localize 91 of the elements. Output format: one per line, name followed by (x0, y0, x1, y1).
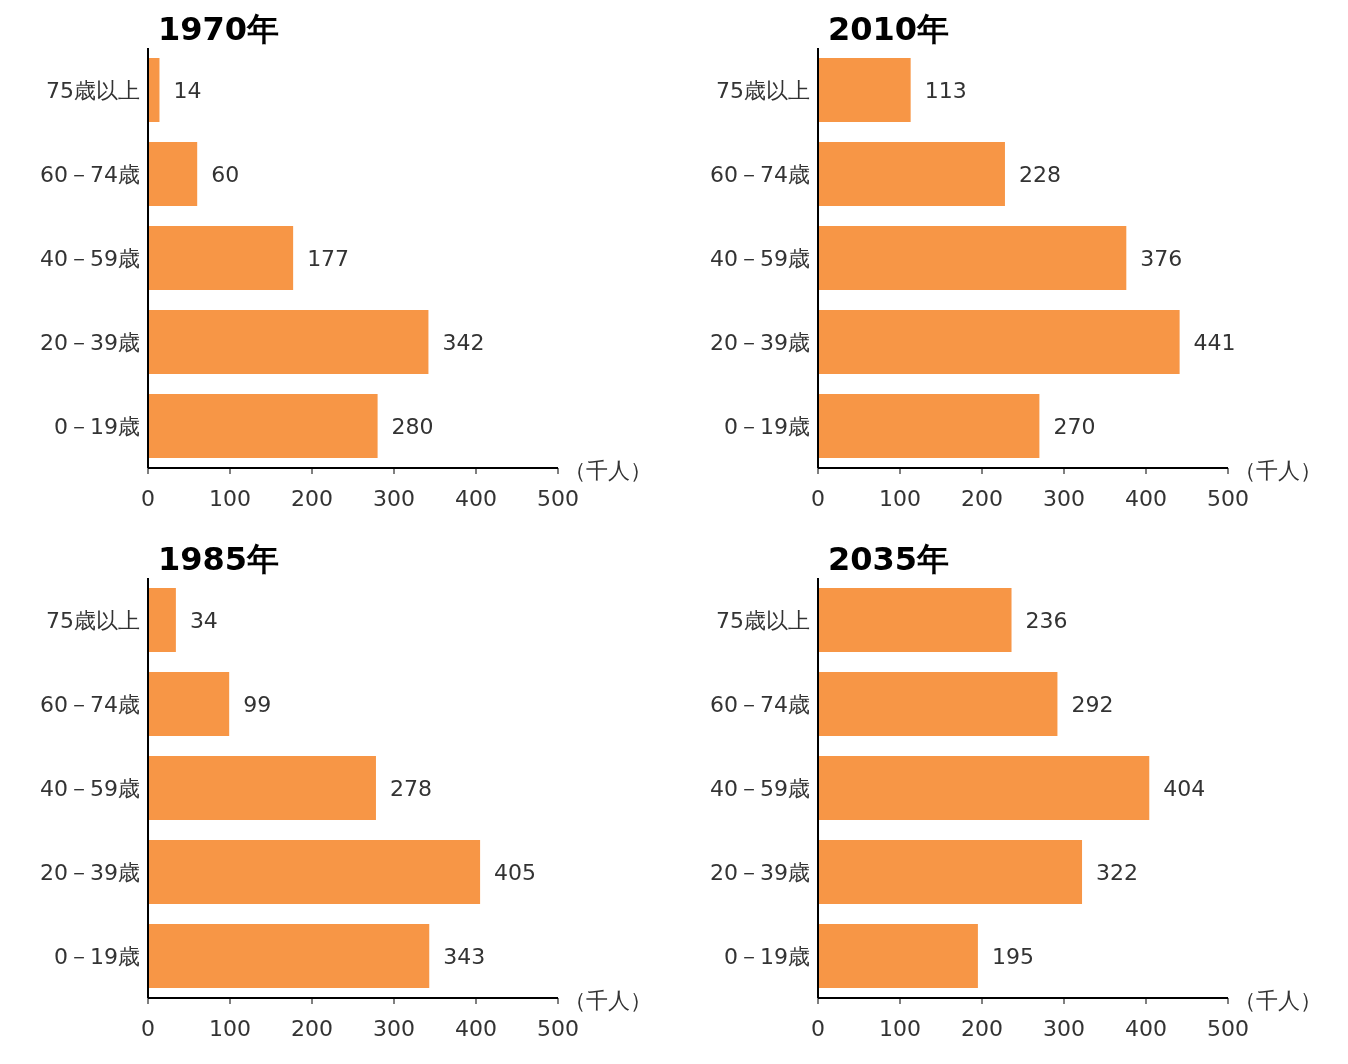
data-label: 322 (1096, 859, 1139, 885)
x-tick-label: 200 (291, 485, 333, 511)
x-tick-label: 200 (291, 1015, 333, 1041)
y-tick-label: 75歳以上 (46, 77, 140, 103)
x-axis-title: （千人） (1234, 457, 1322, 485)
y-tick-label: 60－74歳 (710, 161, 810, 187)
x-tick-label: 500 (537, 1015, 579, 1041)
y-tick-label: 20－39歳 (40, 329, 140, 355)
data-label: 343 (443, 943, 486, 969)
bar (818, 142, 1005, 206)
x-tick-label: 200 (961, 485, 1003, 511)
data-label: 14 (173, 77, 202, 103)
x-tick-label: 0 (811, 1015, 825, 1041)
x-tick-label: 300 (1043, 485, 1085, 511)
bar (818, 58, 911, 122)
data-label: 404 (1163, 775, 1206, 801)
bar (818, 310, 1180, 374)
x-tick-label: 0 (141, 1015, 155, 1041)
bar (818, 394, 1040, 458)
bar (148, 756, 376, 820)
data-label: 195 (991, 943, 1034, 969)
bar (818, 672, 1058, 736)
bar (818, 924, 978, 988)
y-tick-label: 40－59歳 (40, 775, 140, 801)
x-tick-label: 200 (961, 1015, 1003, 1041)
y-tick-label: 0－19歳 (724, 413, 810, 439)
bar (148, 840, 481, 904)
data-label: 99 (243, 691, 272, 717)
x-tick-label: 400 (455, 1015, 497, 1041)
x-tick-label: 300 (1043, 1015, 1085, 1041)
x-tick-label: 500 (537, 485, 579, 511)
bar (148, 226, 294, 290)
data-label: 376 (1140, 245, 1183, 271)
bar (148, 588, 176, 652)
bar (818, 840, 1083, 904)
x-tick-label: 300 (373, 1015, 415, 1041)
data-label: 270 (1053, 413, 1096, 439)
chart-title: 1970年 (158, 9, 280, 50)
x-tick-label: 0 (811, 485, 825, 511)
y-tick-label: 0－19歳 (724, 943, 810, 969)
y-tick-label: 0－19歳 (54, 413, 140, 439)
x-axis-title: （千人） (564, 457, 652, 485)
y-tick-label: 20－39歳 (710, 329, 810, 355)
chart-title: 2010年 (828, 9, 950, 50)
x-tick-label: 0 (141, 485, 155, 511)
data-label: 342 (442, 329, 485, 355)
data-label: 177 (307, 245, 350, 271)
chart-title: 2035年 (828, 539, 950, 580)
y-tick-label: 75歳以上 (716, 607, 810, 633)
y-tick-label: 60－74歳 (40, 691, 140, 717)
data-label: 278 (389, 775, 432, 801)
x-tick-label: 500 (1207, 1015, 1249, 1041)
x-tick-label: 300 (373, 485, 415, 511)
y-tick-label: 60－74歳 (710, 691, 810, 717)
y-tick-label: 40－59歳 (40, 245, 140, 271)
y-tick-label: 75歳以上 (716, 77, 810, 103)
data-label: 280 (391, 413, 434, 439)
chart-title: 1985年 (158, 539, 280, 580)
x-tick-label: 400 (1125, 1015, 1167, 1041)
x-tick-label: 400 (455, 485, 497, 511)
x-tick-label: 100 (879, 1015, 921, 1041)
y-tick-label: 20－39歳 (40, 859, 140, 885)
data-label: 60 (211, 161, 240, 187)
data-label: 236 (1025, 607, 1068, 633)
bar (818, 756, 1150, 820)
y-tick-label: 40－59歳 (710, 245, 810, 271)
x-tick-label: 100 (209, 1015, 251, 1041)
x-tick-label: 100 (879, 485, 921, 511)
data-label: 228 (1018, 161, 1061, 187)
bar (148, 394, 378, 458)
data-label: 405 (494, 859, 537, 885)
y-tick-label: 60－74歳 (40, 161, 140, 187)
y-tick-label: 20－39歳 (710, 859, 810, 885)
x-tick-label: 500 (1207, 485, 1249, 511)
y-tick-label: 40－59歳 (710, 775, 810, 801)
data-label: 34 (189, 607, 218, 633)
x-tick-label: 400 (1125, 485, 1167, 511)
bar (148, 672, 230, 736)
x-axis-title: （千人） (1234, 987, 1322, 1015)
x-axis-title: （千人） (564, 987, 652, 1015)
bar (148, 924, 430, 988)
bar (818, 226, 1127, 290)
y-tick-label: 75歳以上 (46, 607, 140, 633)
bar (818, 588, 1012, 652)
bar (148, 142, 198, 206)
data-label: 441 (1193, 329, 1236, 355)
bar (148, 310, 429, 374)
data-label: 292 (1071, 691, 1114, 717)
y-tick-label: 0－19歳 (54, 943, 140, 969)
data-label: 113 (924, 77, 967, 103)
x-tick-label: 100 (209, 485, 251, 511)
